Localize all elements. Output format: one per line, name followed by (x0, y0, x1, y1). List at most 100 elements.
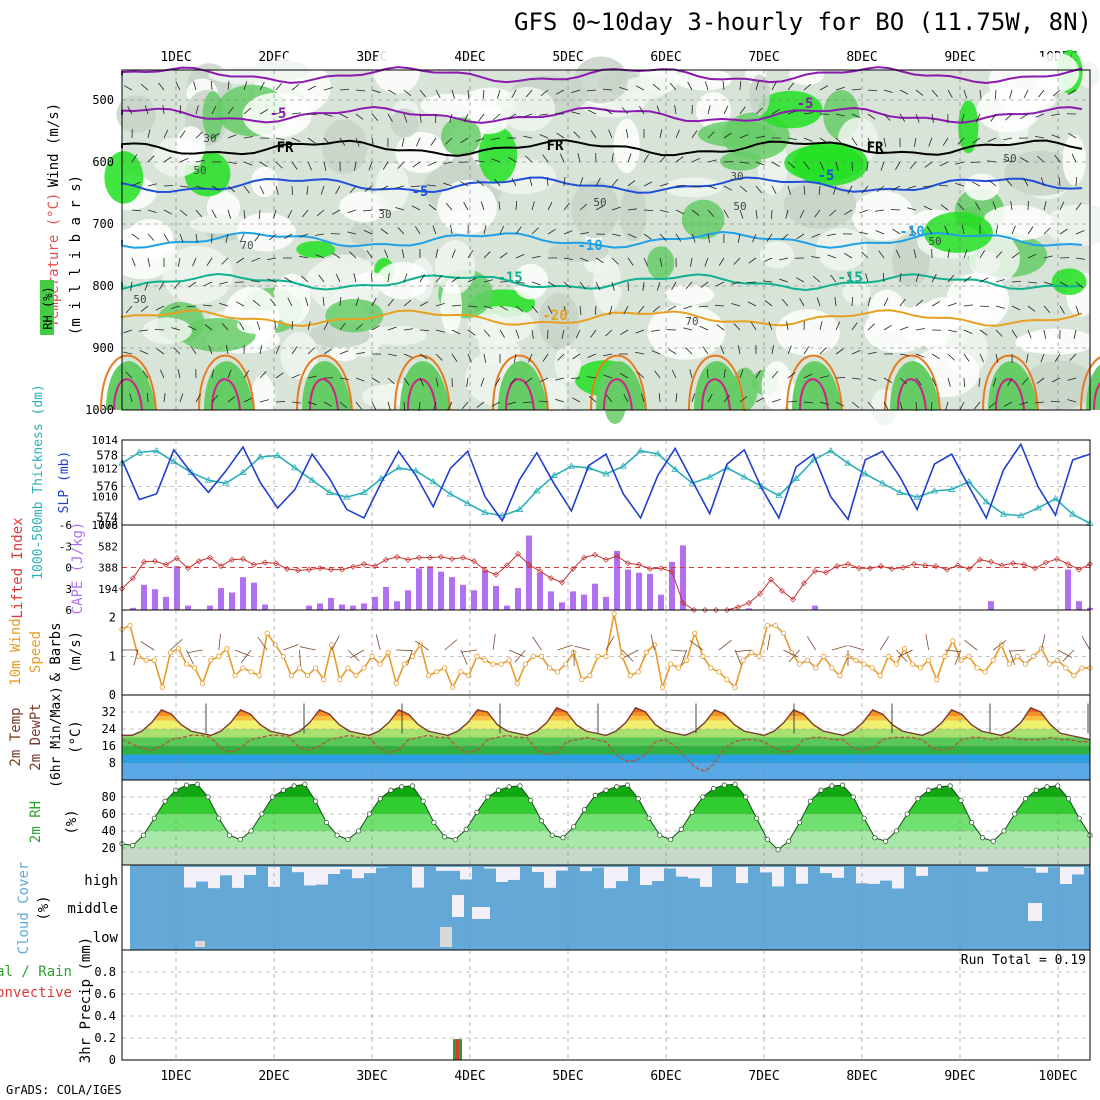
precip-tick: 0.2 (94, 1031, 116, 1045)
cape-ylabel: CAPE (J/kg) (70, 522, 86, 615)
wind-barb (1003, 158, 1013, 163)
lifted-index-point (438, 553, 444, 560)
wind-speed-point (563, 661, 569, 667)
rh-point (205, 794, 211, 800)
cape-bar (471, 590, 477, 610)
wind-barb (723, 209, 729, 218)
lifted-index-point (878, 563, 884, 570)
wind-barb (851, 137, 858, 146)
wind-barb (1023, 89, 1029, 99)
wind-barb (274, 321, 277, 331)
wind-barb (771, 371, 779, 379)
wind-barb (175, 81, 181, 91)
wind-barb (883, 401, 889, 411)
wind-barb (944, 225, 949, 235)
wind-speed-point (901, 646, 908, 652)
rh-blob (180, 317, 256, 352)
wind-speed-point (619, 653, 625, 659)
rh-point (1076, 815, 1082, 821)
cape-bar (174, 566, 180, 610)
wind-barb (514, 649, 526, 663)
wind-barb (557, 353, 565, 361)
cape-bar (581, 594, 587, 610)
wind-barb (467, 250, 474, 259)
wind-barb (574, 645, 590, 651)
wind-barb (603, 374, 613, 379)
wind-barb (339, 401, 348, 409)
rh-blob (1019, 328, 1095, 355)
precip-ylabel: 3hr Precip (mm) (78, 937, 94, 1063)
rh-blob (749, 74, 770, 116)
rh-point (829, 783, 835, 789)
wind-barb (639, 106, 645, 115)
wind-barb (451, 353, 458, 362)
lifted-index-point (911, 560, 917, 567)
lifted-index-point (680, 599, 686, 606)
lifted-index-point (350, 563, 356, 570)
wind-barb (621, 107, 629, 115)
wind-barb (493, 113, 501, 121)
temp-ylabel-4: (°C) (68, 720, 84, 754)
wind-barb (851, 88, 861, 91)
wind-barb (641, 393, 645, 403)
wind-barb (579, 281, 586, 290)
wind-barb (691, 185, 701, 188)
pressure-tick: 900 (92, 341, 114, 355)
wind-barb (467, 329, 476, 336)
thickness-point (619, 462, 627, 469)
wind-speed-point (466, 673, 472, 679)
wind-barb (1051, 377, 1061, 383)
wind-barb (867, 297, 871, 307)
lifted-index-point (229, 556, 235, 563)
wind-barb (418, 401, 421, 411)
wind-barb (844, 209, 853, 215)
lifted-index-point (273, 560, 279, 567)
cape-tick: 776 (98, 519, 118, 532)
cape-bar (592, 583, 598, 610)
wind-speed-point (490, 661, 496, 667)
warm-contour (198, 354, 255, 411)
wind-barb (416, 137, 421, 147)
wind-barb (764, 300, 773, 307)
wind-barb (147, 233, 155, 241)
wind-barb (590, 329, 597, 338)
rh-band (122, 831, 1090, 848)
wind-barb (540, 89, 549, 97)
temperature-contour-label: -5 (818, 168, 835, 184)
wind-speed-point (611, 611, 617, 617)
rh-point (291, 783, 297, 789)
wind-barb (287, 209, 293, 219)
wind-speed-point (506, 657, 512, 663)
wind-speed-point (708, 665, 714, 671)
wind-speed-point (780, 630, 787, 636)
wind-barb (332, 252, 341, 259)
wind-barb (1043, 255, 1053, 259)
rh-point (463, 826, 469, 832)
wind-speed-point (143, 657, 149, 663)
thickness-point (239, 468, 247, 475)
pressure-tick: 500 (92, 93, 114, 107)
lifted-index-point (900, 564, 906, 571)
thickness-point (273, 451, 282, 458)
high-cloud (448, 867, 460, 871)
wind-barb (1043, 305, 1051, 314)
rh-blob (296, 240, 336, 258)
wind-barb (974, 401, 981, 410)
wind-speed-point (175, 646, 182, 652)
wind-barb (531, 201, 535, 211)
wind-speed-point (264, 630, 270, 636)
wind-barb (931, 89, 939, 98)
wind-barb (499, 305, 509, 311)
thickness-point (844, 459, 852, 466)
lifted-index-point (383, 556, 389, 563)
wind-barb (227, 134, 237, 139)
wind-barb (555, 89, 565, 95)
slp-ylabel: SLP (mb) (57, 451, 72, 514)
wind-barb (737, 345, 741, 355)
rh-point (764, 836, 770, 843)
wind-barb (851, 322, 858, 331)
wind-barb (947, 249, 950, 259)
wind-barb (979, 353, 984, 363)
wind-speed-point (224, 646, 230, 652)
wind-barb (1005, 178, 1013, 187)
